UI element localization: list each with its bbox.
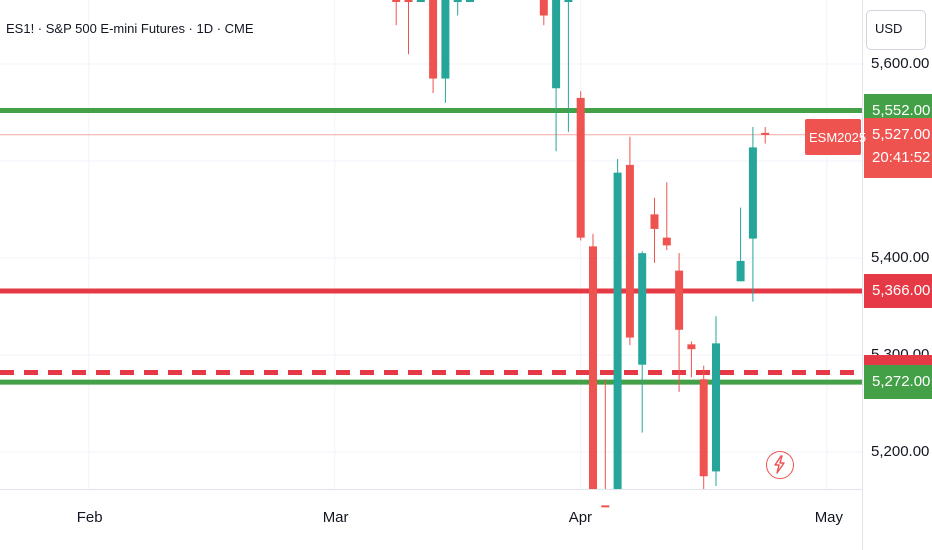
price-tag-support: 5,272.00 — [864, 365, 932, 400]
candle-body — [675, 270, 684, 330]
price-tag-last-price: 5,527.00 20:41:52 — [864, 117, 932, 178]
candle-body — [736, 260, 745, 282]
price-tag-level-red: 5,366.00 — [864, 273, 932, 308]
candle-body — [429, 0, 438, 79]
candle-body — [416, 0, 425, 2]
candle-body — [564, 0, 573, 2]
candle-body — [404, 0, 413, 2]
time-axis-label: Apr — [568, 509, 593, 526]
candle-body — [761, 132, 770, 135]
price-axis-label: 5,600.00 — [871, 55, 930, 72]
lightning-bolt-icon[interactable] — [766, 451, 794, 479]
candle-body — [613, 172, 622, 489]
candle-body — [687, 344, 696, 350]
candle-body — [650, 214, 659, 229]
price-axis-label: 5,200.00 — [871, 443, 930, 460]
price-tag-value: 5,552.00 — [872, 101, 931, 119]
candle-body — [392, 0, 401, 2]
candle-body — [576, 97, 585, 238]
candle-body — [712, 343, 720, 472]
candle-body — [748, 147, 757, 239]
symbol-title: ES1! · S&P 500 E-mini Futures · 1D · CME — [6, 21, 254, 36]
candle-body — [539, 0, 548, 16]
symbol-badge: ESM2025 — [805, 119, 866, 155]
candle-body — [466, 0, 474, 2]
time-axis-label: Feb — [76, 509, 103, 526]
time-axis-label: May — [814, 509, 844, 526]
candle-body — [441, 0, 450, 79]
price-axis-label: 5,400.00 — [871, 249, 930, 266]
price-tag-value: 5,272.00 — [872, 373, 931, 391]
price-tag-value: 5,366.00 — [872, 281, 931, 299]
candle-body — [662, 237, 671, 246]
candle-body — [589, 246, 597, 489]
lightning-bolt-glyph — [774, 455, 785, 474]
candle-body — [625, 164, 634, 338]
candle-body — [601, 505, 610, 508]
currency-button[interactable]: USD — [866, 10, 926, 50]
candle-body — [453, 0, 462, 2]
time-axis-label: Mar — [322, 509, 349, 526]
candle-body — [638, 253, 647, 365]
candle-body — [699, 379, 708, 477]
candle-body — [552, 0, 561, 89]
price-tag-countdown: 20:41:52 — [872, 148, 931, 166]
price-tag-value: 5,527.00 — [872, 125, 931, 143]
